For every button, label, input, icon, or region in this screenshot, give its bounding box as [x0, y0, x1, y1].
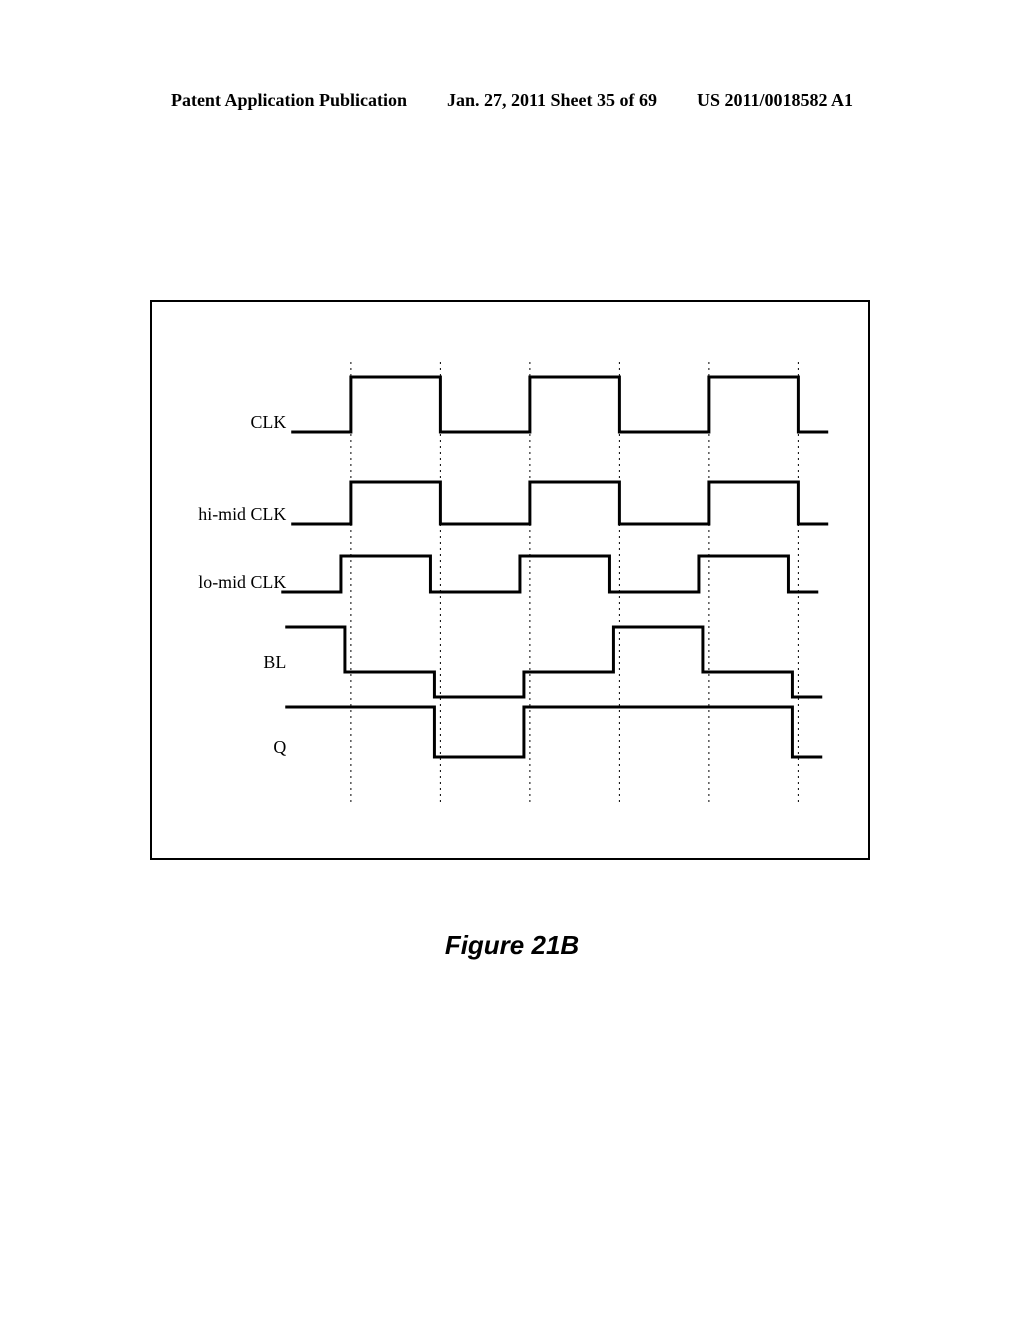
- timing-diagram: CLK hi-mid CLK lo-mid CLK BL Q: [152, 302, 868, 858]
- timing-diagram-frame: CLK hi-mid CLK lo-mid CLK BL Q: [150, 300, 870, 860]
- signal-label: Q: [273, 737, 286, 757]
- figure-caption: Figure 21B: [0, 930, 1024, 961]
- header-right: US 2011/0018582 A1: [697, 90, 853, 111]
- signal-label: lo-mid CLK: [198, 572, 286, 592]
- header-center: Jan. 27, 2011 Sheet 35 of 69: [447, 90, 657, 111]
- header-row: Patent Application Publication Jan. 27, …: [171, 90, 853, 111]
- signal-label: CLK: [250, 412, 286, 432]
- signal-label: hi-mid CLK: [198, 504, 286, 524]
- signal-label: BL: [263, 652, 286, 672]
- header: Patent Application Publication Jan. 27, …: [0, 90, 1024, 111]
- page: Patent Application Publication Jan. 27, …: [0, 0, 1024, 1320]
- header-left: Patent Application Publication: [171, 90, 407, 111]
